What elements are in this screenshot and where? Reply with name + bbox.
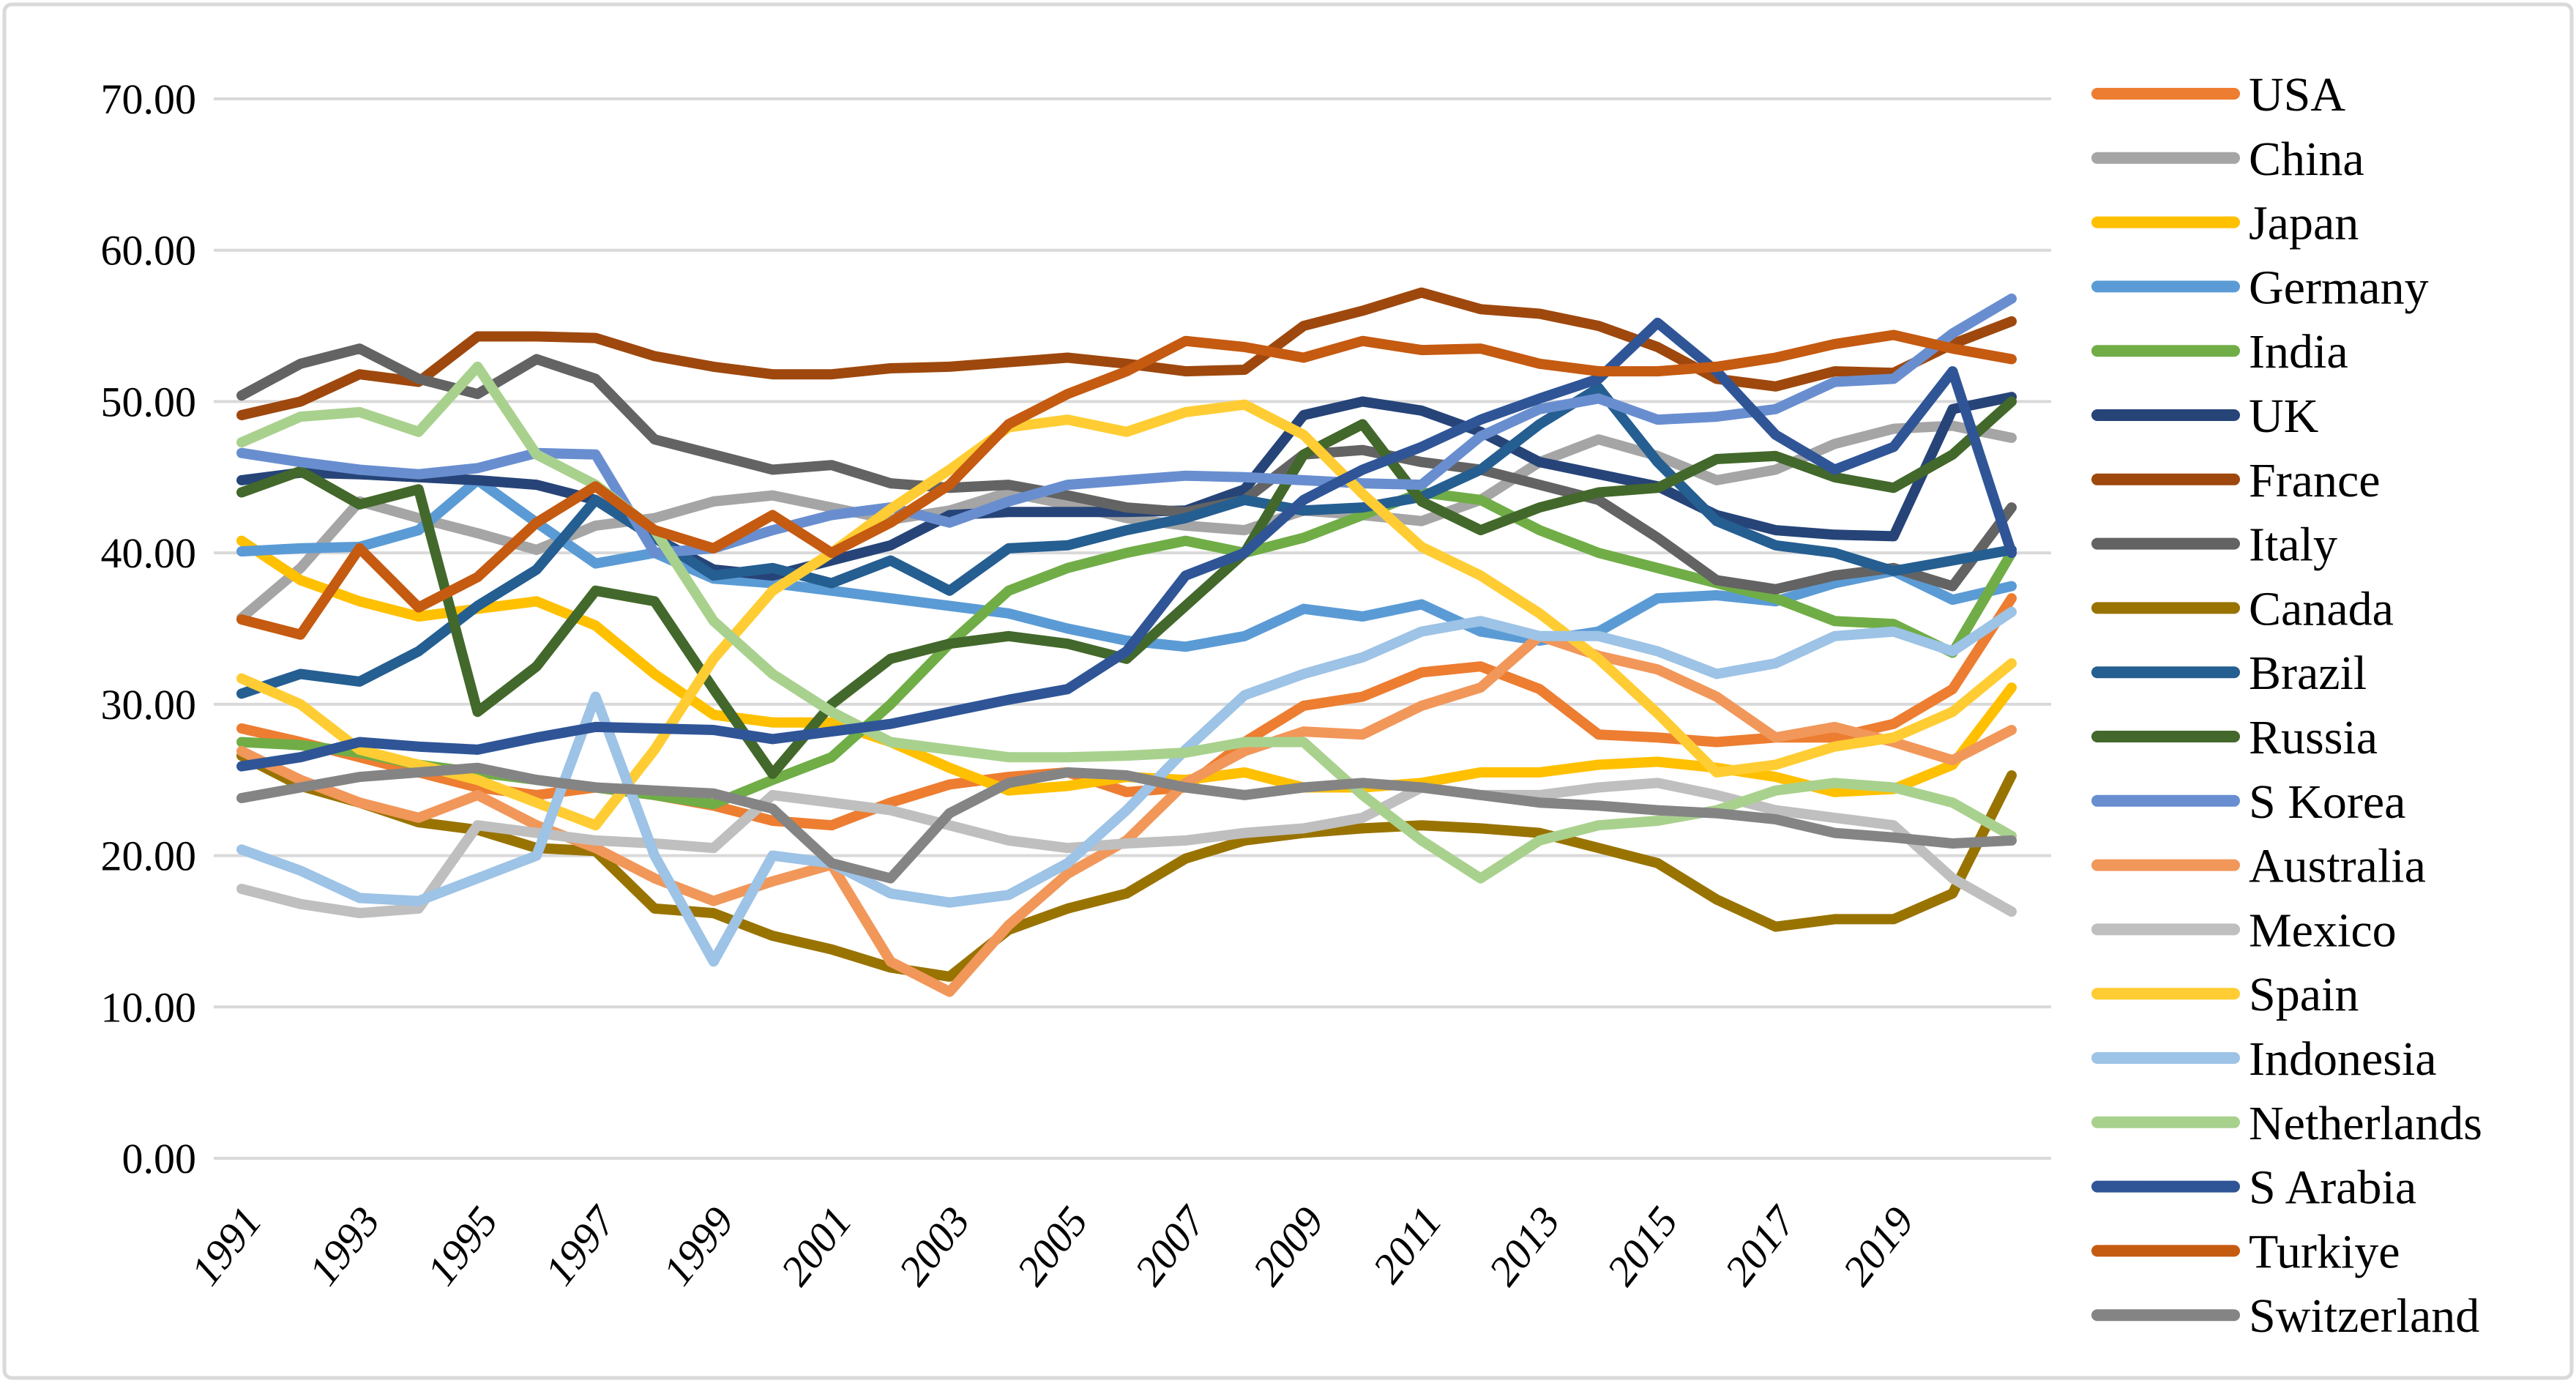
series-line-spain (236, 399, 2017, 831)
legend-item-france: France (2091, 454, 2381, 507)
legend-item-usa: USA (2091, 68, 2345, 122)
legend-label-switzerland: Switzerland (2249, 1289, 2479, 1343)
legend-label-italy: Italy (2249, 518, 2337, 572)
legend-item-netherlands: Netherlands (2091, 1097, 2482, 1150)
legend-item-canada: Canada (2091, 582, 2394, 636)
legend-label-mexico: Mexico (2249, 903, 2397, 957)
y-axis-label-10: 10.00 (101, 983, 197, 1031)
series-line-mexico (236, 778, 2017, 919)
legend-item-s-korea: S Korea (2091, 775, 2405, 829)
series-line-italy (236, 343, 2017, 595)
legend-label-indonesia: Indonesia (2249, 1032, 2437, 1086)
series-line-usa (236, 593, 2017, 831)
series-line-russia (236, 396, 2017, 779)
legend-label-s-korea: S Korea (2249, 775, 2405, 829)
y-axis-label-20: 20.00 (101, 832, 197, 880)
legend-label-japan: Japan (2249, 197, 2359, 250)
legend-item-mexico: Mexico (2091, 903, 2397, 957)
legend-label-india: India (2249, 325, 2348, 379)
legend-item-germany: Germany (2091, 261, 2429, 314)
legend-label-russia: Russia (2249, 711, 2378, 764)
legend-label-france: France (2249, 454, 2381, 507)
legend-item-australia: Australia (2091, 840, 2426, 893)
legend-item-india: India (2091, 325, 2348, 379)
legend-label-spain: Spain (2249, 968, 2359, 1021)
legend-item-spain: Spain (2091, 968, 2359, 1021)
legend-label-uk: UK (2249, 390, 2318, 443)
legend-label-s-arabia: S Arabia (2249, 1161, 2416, 1215)
legend-label-china: China (2249, 133, 2364, 186)
legend-label-usa: USA (2249, 68, 2345, 122)
y-axis-label-40: 40.00 (101, 529, 197, 577)
legend-label-turkiye: Turkiye (2249, 1225, 2400, 1278)
series-line-china (236, 420, 2017, 623)
y-axis-label-0: 0.00 (122, 1135, 197, 1182)
series-line-brazil (236, 382, 2017, 699)
y-axis-label-30: 30.00 (101, 681, 197, 729)
series-line-indonesia (236, 606, 2017, 967)
legend-item-italy: Italy (2091, 518, 2337, 572)
y-axis-label-50: 50.00 (101, 378, 197, 425)
legend-label-netherlands: Netherlands (2249, 1097, 2482, 1150)
y-axis-label-70: 70.00 (101, 75, 197, 123)
legend-label-canada: Canada (2249, 582, 2394, 636)
legend-item-switzerland: Switzerland (2091, 1289, 2479, 1343)
legend-item-turkiye: Turkiye (2091, 1225, 2400, 1278)
legend-item-china: China (2091, 133, 2364, 186)
legend-item-s-arabia: S Arabia (2091, 1161, 2416, 1215)
legend-label-australia: Australia (2249, 840, 2426, 893)
legend-item-uk: UK (2091, 390, 2318, 443)
series-line-switzerland (236, 762, 2017, 884)
legend-item-brazil: Brazil (2091, 647, 2367, 700)
legend-label-brazil: Brazil (2249, 647, 2367, 700)
series-line-turkiye (236, 329, 2017, 640)
series-line-france (236, 287, 2017, 420)
legend-item-japan: Japan (2091, 197, 2359, 250)
legend-item-russia: Russia (2091, 711, 2378, 764)
y-axis-label-60: 60.00 (101, 227, 197, 275)
legend-item-indonesia: Indonesia (2091, 1032, 2437, 1086)
legend-label-germany: Germany (2249, 261, 2429, 314)
